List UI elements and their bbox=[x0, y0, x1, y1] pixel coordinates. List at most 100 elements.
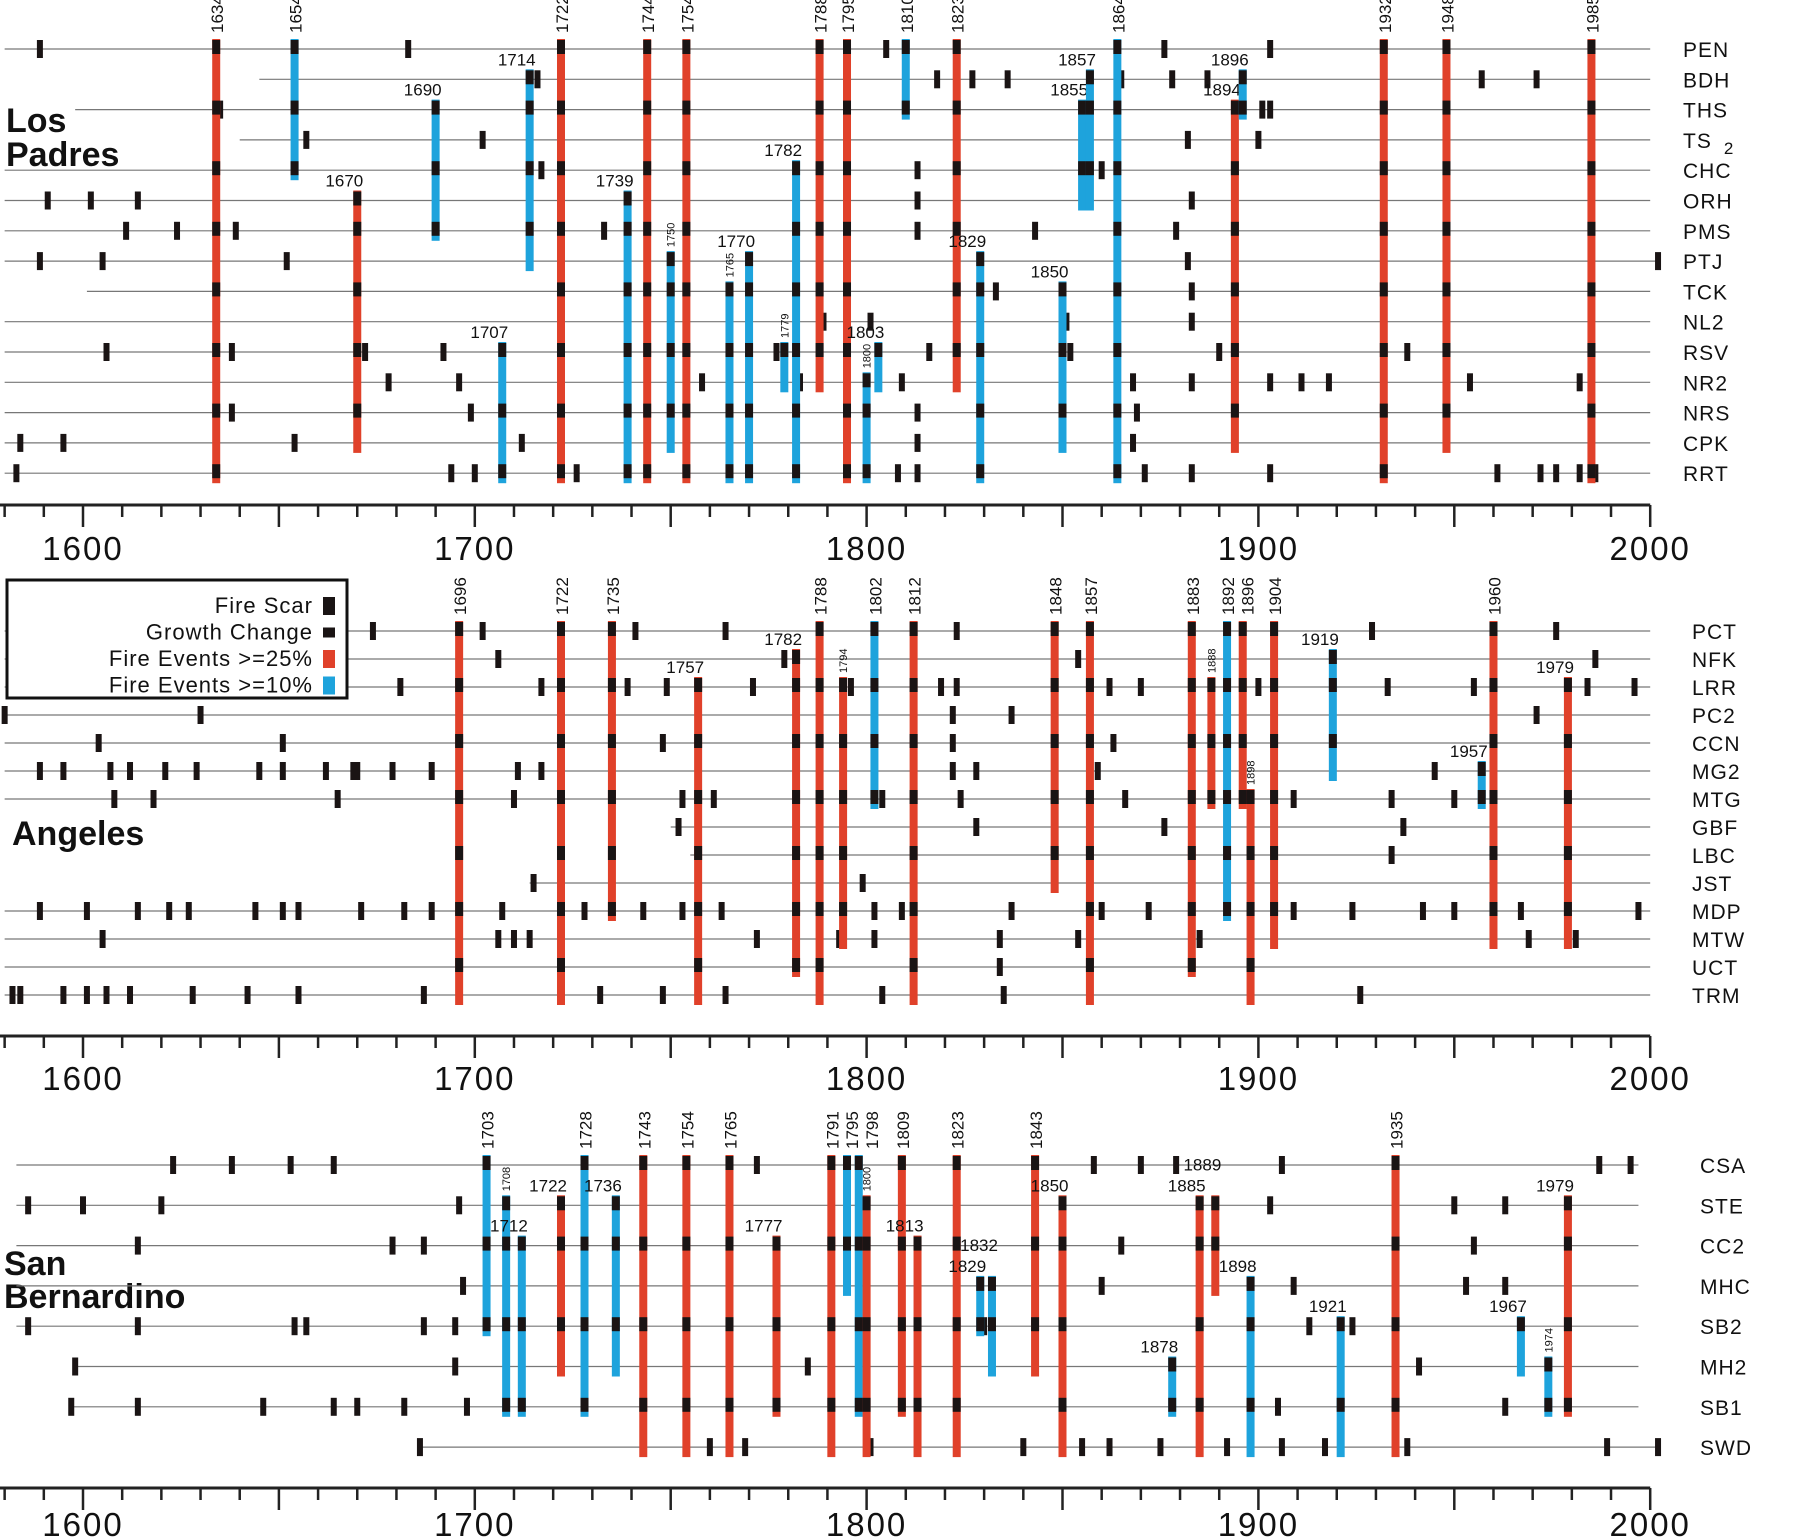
site-label: GBF bbox=[1692, 817, 1738, 840]
fire-scar-mark bbox=[455, 678, 464, 692]
fire-event-bar bbox=[1230, 99, 1239, 453]
fire-scar-mark bbox=[870, 734, 879, 748]
fire-scar-mark bbox=[556, 790, 565, 804]
fire-scar-mark bbox=[666, 252, 675, 267]
fire-scar-mark bbox=[556, 464, 565, 479]
fire-scar-mark bbox=[17, 433, 24, 452]
fire-scar-mark bbox=[780, 343, 789, 357]
fire-event-bar bbox=[815, 39, 824, 393]
event-year-label: 1782 bbox=[764, 630, 802, 649]
fire-scar-mark bbox=[952, 100, 961, 115]
fire-scar-mark bbox=[862, 373, 871, 388]
fire-scar-mark bbox=[1587, 343, 1596, 357]
fire-scar-mark bbox=[1157, 1438, 1164, 1457]
fire-scar-mark bbox=[389, 1236, 396, 1255]
fire-event-bar bbox=[607, 621, 616, 921]
fire-scar-mark bbox=[1075, 930, 1082, 948]
event-year-label: 1765 bbox=[724, 253, 736, 277]
fire-scar-mark bbox=[1000, 986, 1007, 1004]
event-year-label: 1932 bbox=[1376, 0, 1395, 33]
fire-scar-mark bbox=[1187, 902, 1196, 916]
fire-scar-mark bbox=[502, 1317, 511, 1332]
site-label: TCK bbox=[1683, 281, 1728, 304]
fire-scar-mark bbox=[283, 252, 290, 271]
fire-scar-mark bbox=[843, 161, 852, 176]
event-year-label: 1855 bbox=[1050, 81, 1088, 100]
event-year-label: 1794 bbox=[838, 649, 850, 673]
event-year-label: 1803 bbox=[847, 323, 885, 342]
fire-scar-mark bbox=[1267, 40, 1274, 58]
fire-event-bar bbox=[682, 1155, 691, 1458]
fire-event-bar bbox=[1391, 1155, 1400, 1458]
x-tick-label: 1800 bbox=[826, 1506, 907, 1538]
fire-scar-mark bbox=[815, 846, 824, 860]
fire-scar-mark bbox=[1196, 930, 1203, 948]
fire-scar-mark bbox=[827, 1236, 836, 1251]
fire-scar-mark bbox=[517, 1317, 526, 1332]
fire-scar-mark bbox=[976, 282, 985, 297]
fire-scar-mark bbox=[1587, 221, 1596, 236]
site-label: CC2 bbox=[1700, 1236, 1745, 1259]
fire-scar-mark bbox=[815, 343, 824, 357]
fire-scar-mark bbox=[871, 930, 878, 948]
fire-scar-mark bbox=[772, 1397, 781, 1412]
fire-scar-mark bbox=[1230, 343, 1239, 357]
fire-scar-mark bbox=[1267, 373, 1274, 392]
fire-scar-mark bbox=[291, 1317, 298, 1336]
fire-scar-mark bbox=[256, 762, 263, 780]
event-year-label: 1935 bbox=[1388, 1111, 1407, 1149]
fire-scar-mark bbox=[1085, 958, 1094, 972]
fire-scar-mark bbox=[455, 958, 464, 972]
fire-scar-mark bbox=[1032, 221, 1039, 240]
fire-scar-mark bbox=[68, 1397, 75, 1416]
fire-scar-mark bbox=[556, 678, 565, 692]
fire-scar-mark bbox=[1604, 1438, 1611, 1457]
site-label: MG2 bbox=[1692, 761, 1741, 784]
fire-scar-mark bbox=[1478, 70, 1485, 89]
fire-scar-mark bbox=[556, 403, 565, 418]
fire-scar-mark bbox=[150, 790, 157, 808]
fire-event-bar bbox=[1168, 1356, 1177, 1417]
fire-scar-mark bbox=[510, 930, 517, 948]
fire-scar-mark bbox=[1058, 1236, 1067, 1251]
fire-scar-mark bbox=[1587, 161, 1596, 176]
event-year-label: 1898 bbox=[1246, 761, 1258, 785]
event-year-label: 1843 bbox=[1027, 1111, 1046, 1149]
fire-scar-mark bbox=[973, 762, 980, 780]
fire-scar-mark bbox=[976, 464, 985, 479]
fire-scar-mark bbox=[556, 40, 565, 54]
fire-scar-mark bbox=[862, 403, 871, 418]
fire-scar-mark bbox=[197, 706, 204, 724]
fire-scar-mark bbox=[1563, 1317, 1572, 1332]
fire-scar-mark bbox=[1187, 678, 1196, 692]
fire-scar-mark bbox=[1130, 373, 1137, 392]
region-label: San bbox=[4, 1245, 66, 1283]
fire-scar-mark bbox=[291, 433, 298, 452]
fire-scar-mark bbox=[706, 1438, 713, 1457]
fire-event-bar bbox=[556, 621, 565, 1005]
fire-scar-mark bbox=[1325, 373, 1332, 392]
site-label: MHC bbox=[1700, 1276, 1751, 1299]
fire-scar-mark bbox=[862, 1196, 871, 1211]
fire-scar-mark bbox=[640, 902, 647, 920]
fire-scar-mark bbox=[854, 1397, 863, 1412]
fire-event-bar bbox=[1563, 677, 1572, 949]
site-label: NRS bbox=[1683, 403, 1730, 426]
fire-event-bar bbox=[870, 621, 879, 809]
fire-scar-mark bbox=[290, 100, 299, 115]
fire-scar-mark bbox=[212, 464, 221, 479]
fire-scar-mark bbox=[1223, 902, 1232, 916]
fire-scar-mark bbox=[1113, 161, 1122, 176]
fire-scar-mark bbox=[682, 161, 691, 176]
fire-scar-mark bbox=[1188, 464, 1195, 483]
fire-scar-mark bbox=[679, 902, 686, 920]
fire-scar-mark bbox=[1587, 100, 1596, 115]
fire-scar-mark bbox=[623, 221, 632, 236]
event-year-label: 1898 bbox=[1219, 1257, 1257, 1276]
fire-scar-mark bbox=[897, 1317, 906, 1332]
fire-scar-mark bbox=[699, 373, 706, 392]
fire-scar-mark bbox=[725, 343, 734, 357]
fire-scar-mark bbox=[694, 846, 703, 860]
fire-scar-mark bbox=[682, 282, 691, 297]
fire-scar-mark bbox=[502, 1196, 511, 1211]
